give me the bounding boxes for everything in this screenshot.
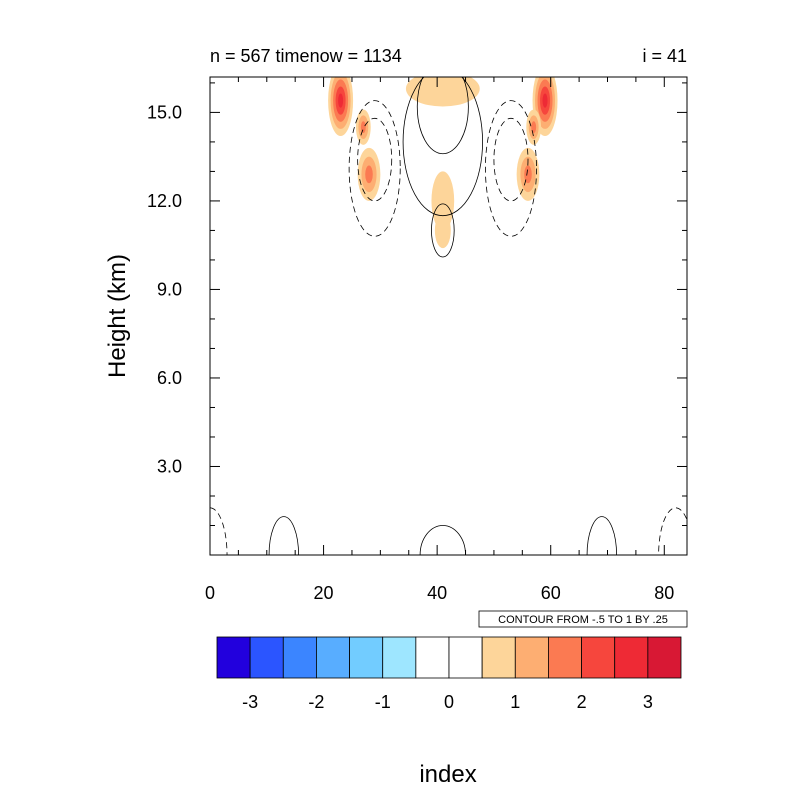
colorbar-swatch-12: [614, 636, 649, 679]
colorbar-swatch-4: [349, 636, 384, 679]
colorbar-swatch-11: [581, 636, 616, 679]
y-axis-label: Height (km): [104, 254, 131, 378]
shaded-region-5-band-3: [531, 121, 537, 134]
title-left: n = 567 timenow = 1134: [210, 46, 402, 66]
colorbar-swatch-3: [316, 636, 350, 679]
shaded-region-8-band-1: [434, 212, 451, 249]
shaded-region-7-band-1: [431, 171, 455, 231]
colorbar-label-6: 3: [643, 692, 653, 712]
shaded-region-1-band-5: [542, 93, 548, 108]
shaded-fields: [328, 77, 558, 249]
shaded-region-6-band-1: [405, 77, 480, 107]
colorbar-label-4: 1: [510, 692, 520, 712]
x-tick-label-2: 40: [427, 583, 447, 603]
colorbar-label-3: 0: [444, 692, 454, 712]
contour-lines: [210, 77, 687, 555]
contour-info-box: [478, 610, 688, 628]
dashed-contour-0: [348, 100, 401, 237]
colorbar-label-1: -2: [308, 692, 324, 712]
y-tick-label-3: 12.0: [147, 191, 182, 211]
colorbar-swatch-1: [249, 636, 284, 679]
colorbar-swatch-7: [448, 636, 483, 679]
colorbar-label-5: 2: [577, 692, 587, 712]
shaded-region-4-band-3: [360, 121, 366, 134]
shaded-region-2-band-3: [365, 165, 373, 184]
colorbar-swatch-10: [548, 636, 582, 679]
colorbar-swatch-0: [216, 636, 251, 679]
colorbar-swatch-6: [415, 636, 450, 679]
dashed-contour-2: [485, 100, 537, 237]
x-tick-label-4: 80: [654, 583, 674, 603]
y-tick-label-4: 15.0: [147, 102, 182, 122]
colorbar-swatch-2: [282, 636, 317, 679]
solid-contour-3: [419, 525, 466, 555]
colorbar: -3 -2 -1 0 1 2 3: [216, 636, 682, 712]
dashed-contour-1: [357, 117, 393, 202]
plot-frame: [209, 76, 688, 556]
plot-area: [210, 77, 687, 555]
solid-contour-1: [416, 77, 469, 155]
x-tick-label-3: 60: [541, 583, 561, 603]
colorbar-label-0: -3: [242, 692, 258, 712]
colorbar-swatch-9: [514, 636, 549, 679]
contour-info-label: CONTOUR FROM -.5 TO 1 BY .25: [498, 614, 668, 626]
colorbar-swatch-5: [382, 636, 417, 679]
colorbar-swatch-8: [481, 636, 516, 679]
solid-contour-0: [402, 77, 483, 217]
axis-ticks: 0 20 40 60 80 3.0 6.0 9.0 12.0 15.0: [147, 77, 687, 603]
x-tick-label-0: 0: [205, 583, 215, 603]
x-tick-label-1: 20: [314, 583, 334, 603]
solid-contour-2: [431, 203, 455, 258]
y-tick-label-2: 9.0: [157, 279, 182, 299]
shaded-region-0-band-5: [338, 93, 344, 108]
y-tick-label-1: 6.0: [157, 368, 182, 388]
colorbar-label-2: -1: [375, 692, 391, 712]
x-axis-label: index: [419, 761, 476, 788]
y-tick-label-0: 3.0: [157, 456, 182, 476]
colorbar-swatch-13: [647, 636, 682, 679]
dashed-contour-3: [493, 117, 529, 202]
shaded-region-3-band-3: [524, 165, 532, 184]
title-right: i = 41: [642, 46, 687, 66]
